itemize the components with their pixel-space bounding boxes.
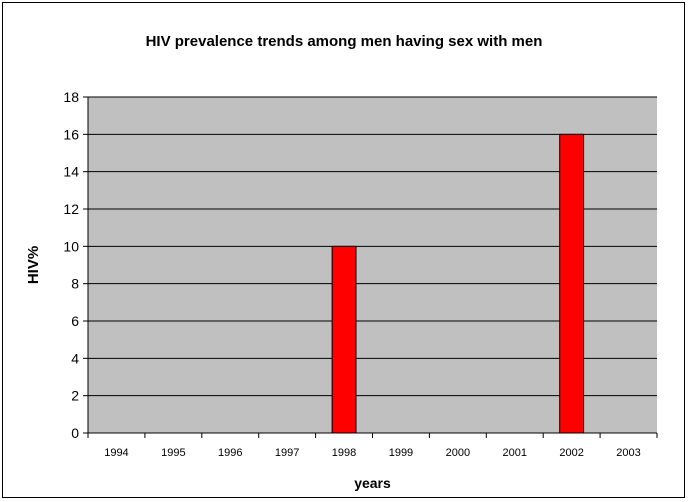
y-tick-label-0: 0	[71, 425, 79, 441]
x-tick-label-1996: 1996	[218, 447, 242, 459]
y-tick-label-2: 2	[71, 388, 79, 404]
x-tick-label-1999: 1999	[389, 447, 413, 459]
x-tick-label-1997: 1997	[275, 447, 299, 459]
x-tick-label-1995: 1995	[161, 447, 185, 459]
bars	[331, 133, 585, 434]
x-tick-label-2001: 2001	[503, 447, 527, 459]
y-axis-label: HIV%	[25, 246, 42, 284]
bar-2002	[559, 133, 585, 434]
y-axis-ticks: 0 2 4 6 8 10 12 14 16 18	[63, 89, 88, 441]
x-tick-label-2003: 2003	[616, 447, 640, 459]
x-tick-label-1998: 1998	[332, 447, 356, 459]
x-tick-label-2000: 2000	[446, 447, 470, 459]
y-tick-label-18: 18	[63, 89, 79, 105]
x-tick-label-2002: 2002	[559, 447, 583, 459]
y-tick-label-6: 6	[71, 313, 79, 329]
y-tick-label-10: 10	[63, 238, 79, 254]
x-tick-label-1994: 1994	[104, 447, 128, 459]
y-tick-label-14: 14	[63, 164, 79, 180]
y-tick-label-8: 8	[71, 276, 79, 292]
y-tick-label-12: 12	[63, 201, 79, 217]
bar-1998	[331, 245, 357, 434]
chart-title: HIV prevalence trends among men having s…	[146, 33, 543, 50]
y-tick-label-4: 4	[71, 350, 79, 366]
x-axis-label: years	[354, 475, 391, 491]
y-tick-label-16: 16	[63, 126, 79, 142]
x-axis-ticks: 1994 1995 1996 1997 1998 1999 2000 2001 2002 2003	[87, 433, 658, 459]
